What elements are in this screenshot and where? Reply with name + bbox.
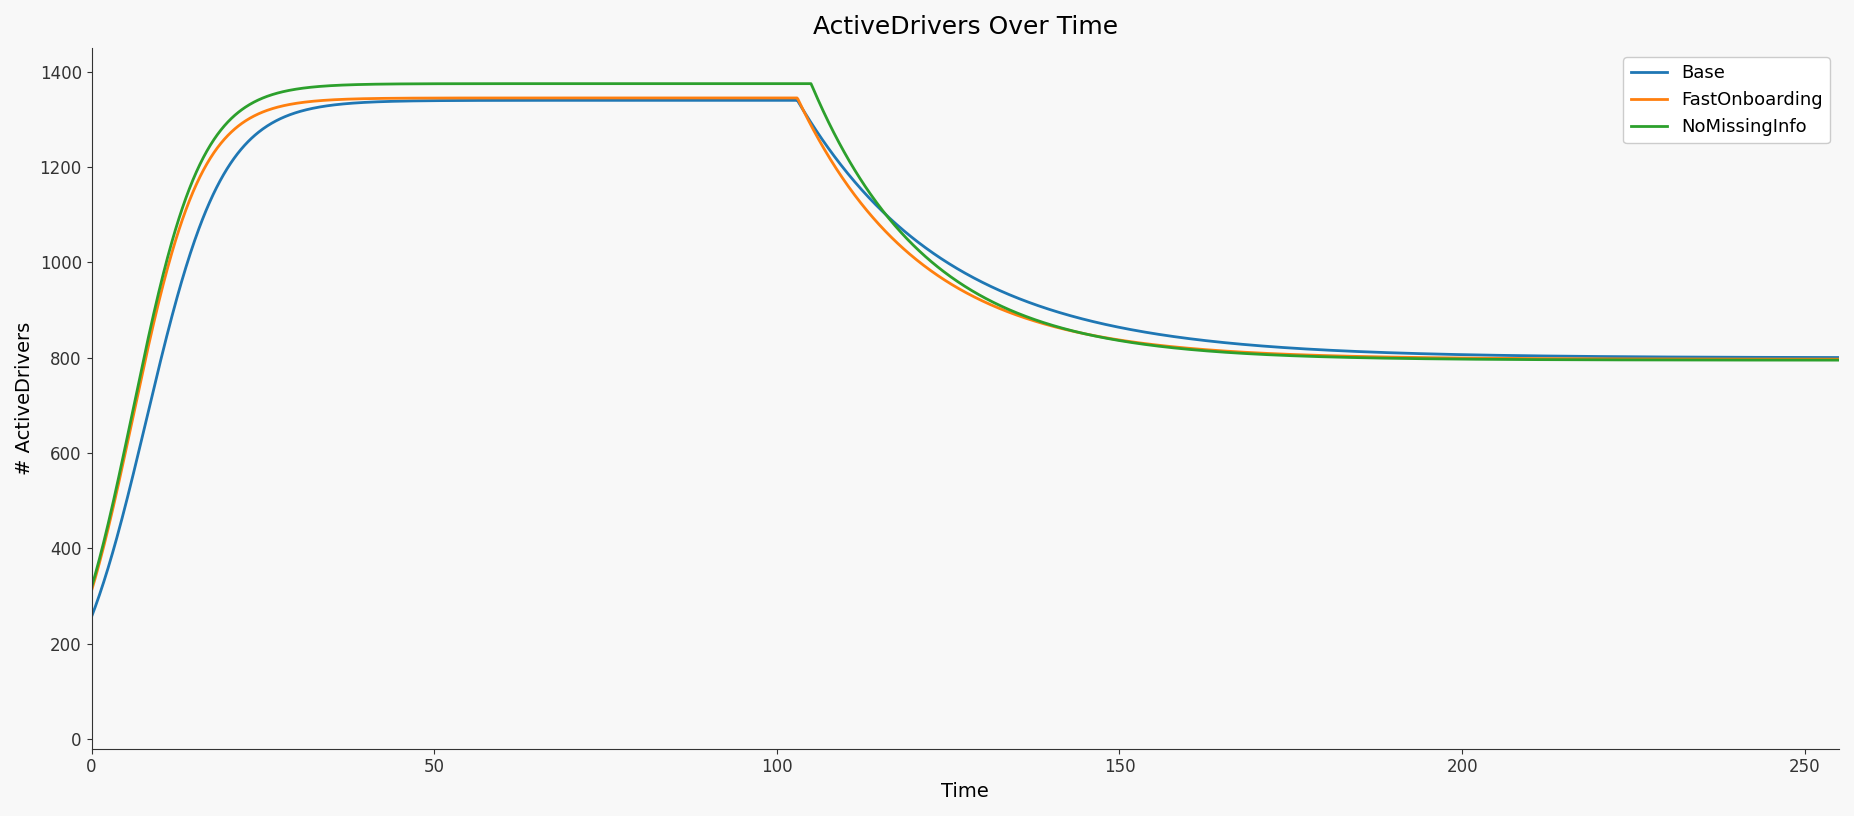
Base [786,95,808,105]
FastOnboarding [169,220,191,229]
NoMissingInfo [799,79,821,89]
Line: NoMissingInfo: NoMissingInfo [91,84,1839,588]
NoMissingInfo [169,208,191,218]
Base [169,280,191,290]
Legend: Base, FastOnboarding, NoMissingInfo: Base, FastOnboarding, NoMissingInfo [1624,57,1830,144]
NoMissingInfo [1457,354,1479,364]
NoMissingInfo [80,583,102,592]
Line: FastOnboarding: FastOnboarding [91,98,1839,591]
Line: Base: Base [91,100,1839,617]
Base [884,219,907,228]
FastOnboarding [884,237,907,246]
FastOnboarding [786,93,808,103]
Base [931,255,953,264]
NoMissingInfo [1828,355,1850,365]
Base [80,612,102,622]
FastOnboarding [1778,354,1800,364]
FastOnboarding [1457,353,1479,363]
Base [1778,353,1800,362]
NoMissingInfo [931,265,953,275]
Title: ActiveDrivers Over Time: ActiveDrivers Over Time [812,15,1118,39]
FastOnboarding [80,586,102,596]
X-axis label: Time: Time [942,782,990,801]
FastOnboarding [931,273,953,283]
Y-axis label: # ActiveDrivers: # ActiveDrivers [15,322,33,475]
Base [1778,353,1800,362]
FastOnboarding [1828,354,1850,364]
Base [1828,353,1850,362]
NoMissingInfo [1778,355,1800,365]
NoMissingInfo [884,222,907,232]
FastOnboarding [1778,354,1800,364]
Base [1457,350,1479,360]
NoMissingInfo [1778,355,1800,365]
